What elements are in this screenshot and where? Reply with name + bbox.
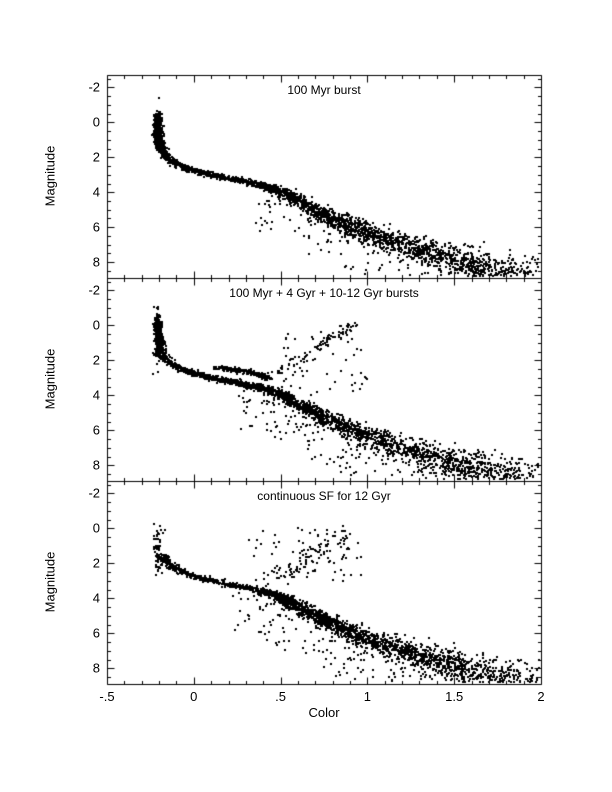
y-axis-label-panel1: Magnitude [42,145,58,207]
panel2-title: 100 Myr + 4 Gyr + 10-12 Gyr bursts [229,286,419,300]
y-tick-label: -2 [88,79,100,95]
x-tick-label: 2 [537,689,545,704]
y-axis-label-panel3: Magnitude [42,551,58,613]
x-tick-label: 1.5 [445,689,464,704]
y-axis-label-panel2: Magnitude [42,348,58,410]
y-tick-label: 8 [92,457,100,473]
y-tick-label: 8 [92,660,100,676]
panel3-title: continuous SF for 12 Gyr [257,489,391,503]
y-tick-label: 0 [92,114,100,130]
x-axis-label: Color [308,705,340,720]
x-tick-label: 0 [190,689,198,704]
x-tick-label: -.5 [99,689,115,704]
x-tick-label: 1 [363,689,372,704]
y-tick-label: 6 [92,422,100,438]
y-tick-label: 2 [92,555,100,571]
y-tick-label: 0 [92,317,100,333]
y-tick-label: -2 [88,485,100,501]
x-tick-label: .5 [275,689,287,704]
y-tick-label: -2 [88,282,100,298]
y-tick-label: 6 [92,219,100,235]
panel1-title: 100 Myr burst [287,83,361,97]
y-tick-label: 2 [92,149,100,165]
y-tick-label: 6 [92,625,100,641]
y-tick-label: 2 [92,352,100,368]
y-tick-label: 4 [92,184,100,200]
y-tick-label: 4 [92,590,100,606]
y-tick-label: 4 [92,387,100,403]
y-tick-label: 8 [92,254,100,270]
y-tick-label: 0 [92,520,100,536]
